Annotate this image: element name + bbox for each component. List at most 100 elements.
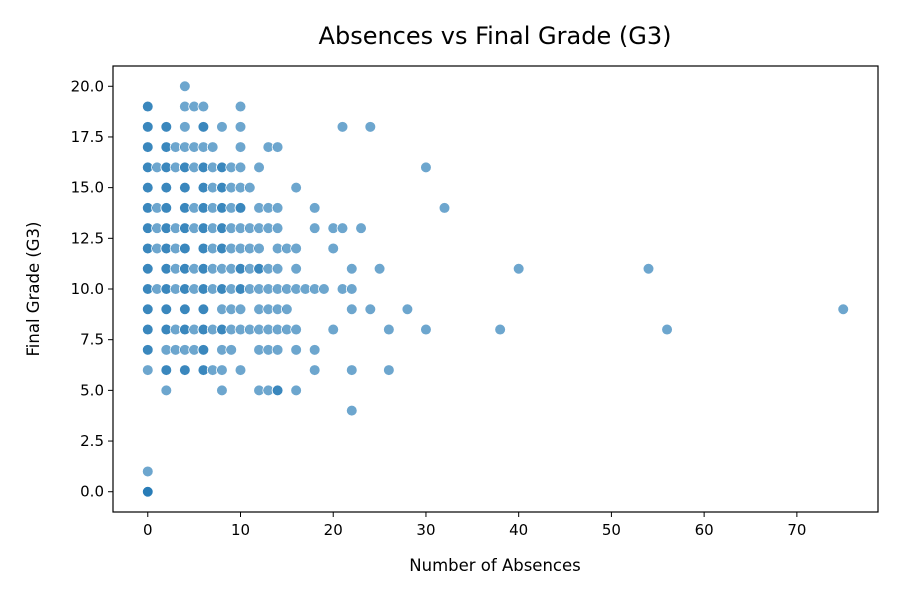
scatter-point	[179, 364, 191, 376]
scatter-point	[253, 161, 265, 174]
scatter-point	[179, 303, 191, 316]
scatter-point	[271, 262, 284, 275]
scatter-point	[290, 181, 302, 194]
scatter-point	[234, 100, 247, 113]
scatter-point	[837, 303, 850, 316]
scatter-point	[141, 323, 154, 336]
x-tick-label: 10	[231, 521, 250, 539]
scatter-point	[234, 202, 247, 214]
y-tick-label: 2.5	[80, 432, 104, 450]
scatter-point	[355, 222, 367, 234]
scatter-point	[661, 323, 673, 336]
x-axis: 0 10 20 30 40 50 60 70	[143, 512, 806, 539]
scatter-point	[290, 344, 302, 356]
x-tick-label: 70	[787, 521, 806, 539]
scatter-point	[290, 323, 302, 336]
scatter-point	[271, 222, 284, 234]
scatter-point	[438, 202, 451, 214]
y-tick-label: 5.0	[80, 381, 104, 399]
scatter-point	[141, 364, 154, 376]
scatter-point	[160, 364, 173, 376]
scatter-point	[327, 242, 340, 255]
scatter-point	[271, 344, 284, 356]
scatter-point	[141, 485, 154, 498]
scatter-point	[206, 141, 219, 153]
scatter-point	[234, 141, 247, 153]
scatter-point	[308, 364, 321, 376]
y-axis-label: Final Grade (G3)	[24, 222, 43, 357]
y-tick-label: 12.5	[71, 229, 104, 247]
scatter-point	[179, 242, 191, 255]
scatter-point	[373, 262, 386, 275]
scatter-point	[318, 283, 330, 295]
y-tick-label: 20.0	[71, 77, 104, 95]
scatter-point	[179, 80, 191, 93]
scatter-point	[141, 100, 154, 113]
scatter-point	[290, 242, 302, 255]
scatter-point	[141, 344, 154, 356]
scatter-point	[290, 262, 302, 275]
scatter-point	[281, 303, 293, 316]
scatter-point	[234, 121, 247, 133]
scatter-point	[308, 202, 321, 214]
scatter-point	[290, 384, 302, 397]
scatter-point	[512, 262, 525, 275]
scatter-point	[345, 262, 358, 275]
scatter-point	[216, 364, 228, 376]
scatter-point	[327, 323, 340, 336]
scatter-point	[160, 121, 173, 133]
scatter-point	[234, 303, 247, 316]
x-tick-label: 0	[143, 521, 153, 539]
chart-title: Absences vs Final Grade (G3)	[319, 22, 672, 50]
y-tick-label: 10.0	[71, 280, 104, 298]
scatter-point	[225, 344, 238, 356]
scatter-point	[494, 323, 506, 336]
y-tick-label: 17.5	[71, 128, 104, 146]
scatter-point	[160, 181, 173, 194]
y-axis: 0.0 2.5 5.0 7.5 10.0 12.5 15.0 17.5 20.0	[71, 77, 113, 501]
scatter-point	[216, 121, 228, 133]
scatter-point	[243, 181, 256, 194]
scatter-point	[383, 364, 395, 376]
scatter-point	[271, 384, 284, 397]
points-layer	[141, 80, 850, 498]
scatter-point	[179, 121, 191, 133]
scatter-point	[271, 202, 284, 214]
scatter-point	[197, 303, 210, 316]
scatter-point	[345, 303, 358, 316]
x-tick-label: 60	[695, 521, 714, 539]
scatter-point	[216, 384, 228, 397]
scatter-point	[336, 121, 349, 133]
scatter-point	[420, 323, 432, 336]
scatter-point	[308, 222, 321, 234]
scatter-point	[345, 404, 358, 417]
scatter-point	[197, 344, 210, 356]
scatter-point	[364, 121, 377, 133]
scatter-point	[141, 141, 154, 153]
scatter-point	[141, 465, 154, 478]
scatter-point	[364, 303, 377, 316]
x-tick-label: 50	[602, 521, 621, 539]
scatter-point	[234, 364, 247, 376]
x-tick-label: 20	[324, 521, 343, 539]
scatter-point	[234, 161, 247, 174]
scatter-point	[401, 303, 414, 316]
x-axis-label: Number of Absences	[409, 556, 580, 575]
y-tick-label: 0.0	[80, 483, 104, 501]
scatter-point	[345, 283, 358, 295]
scatter-point	[141, 121, 154, 133]
x-tick-label: 40	[509, 521, 528, 539]
scatter-point	[141, 303, 154, 316]
scatter-point	[197, 121, 210, 133]
scatter-point	[141, 181, 154, 194]
scatter-point	[420, 161, 432, 174]
scatter-point	[179, 181, 191, 194]
x-tick-label: 30	[416, 521, 435, 539]
scatter-point	[271, 141, 284, 153]
scatter-point	[160, 303, 173, 316]
scatter-point	[253, 242, 265, 255]
scatter-point	[197, 100, 210, 113]
scatter-point	[383, 323, 395, 336]
scatter-point	[141, 262, 154, 275]
y-tick-label: 7.5	[80, 331, 104, 349]
